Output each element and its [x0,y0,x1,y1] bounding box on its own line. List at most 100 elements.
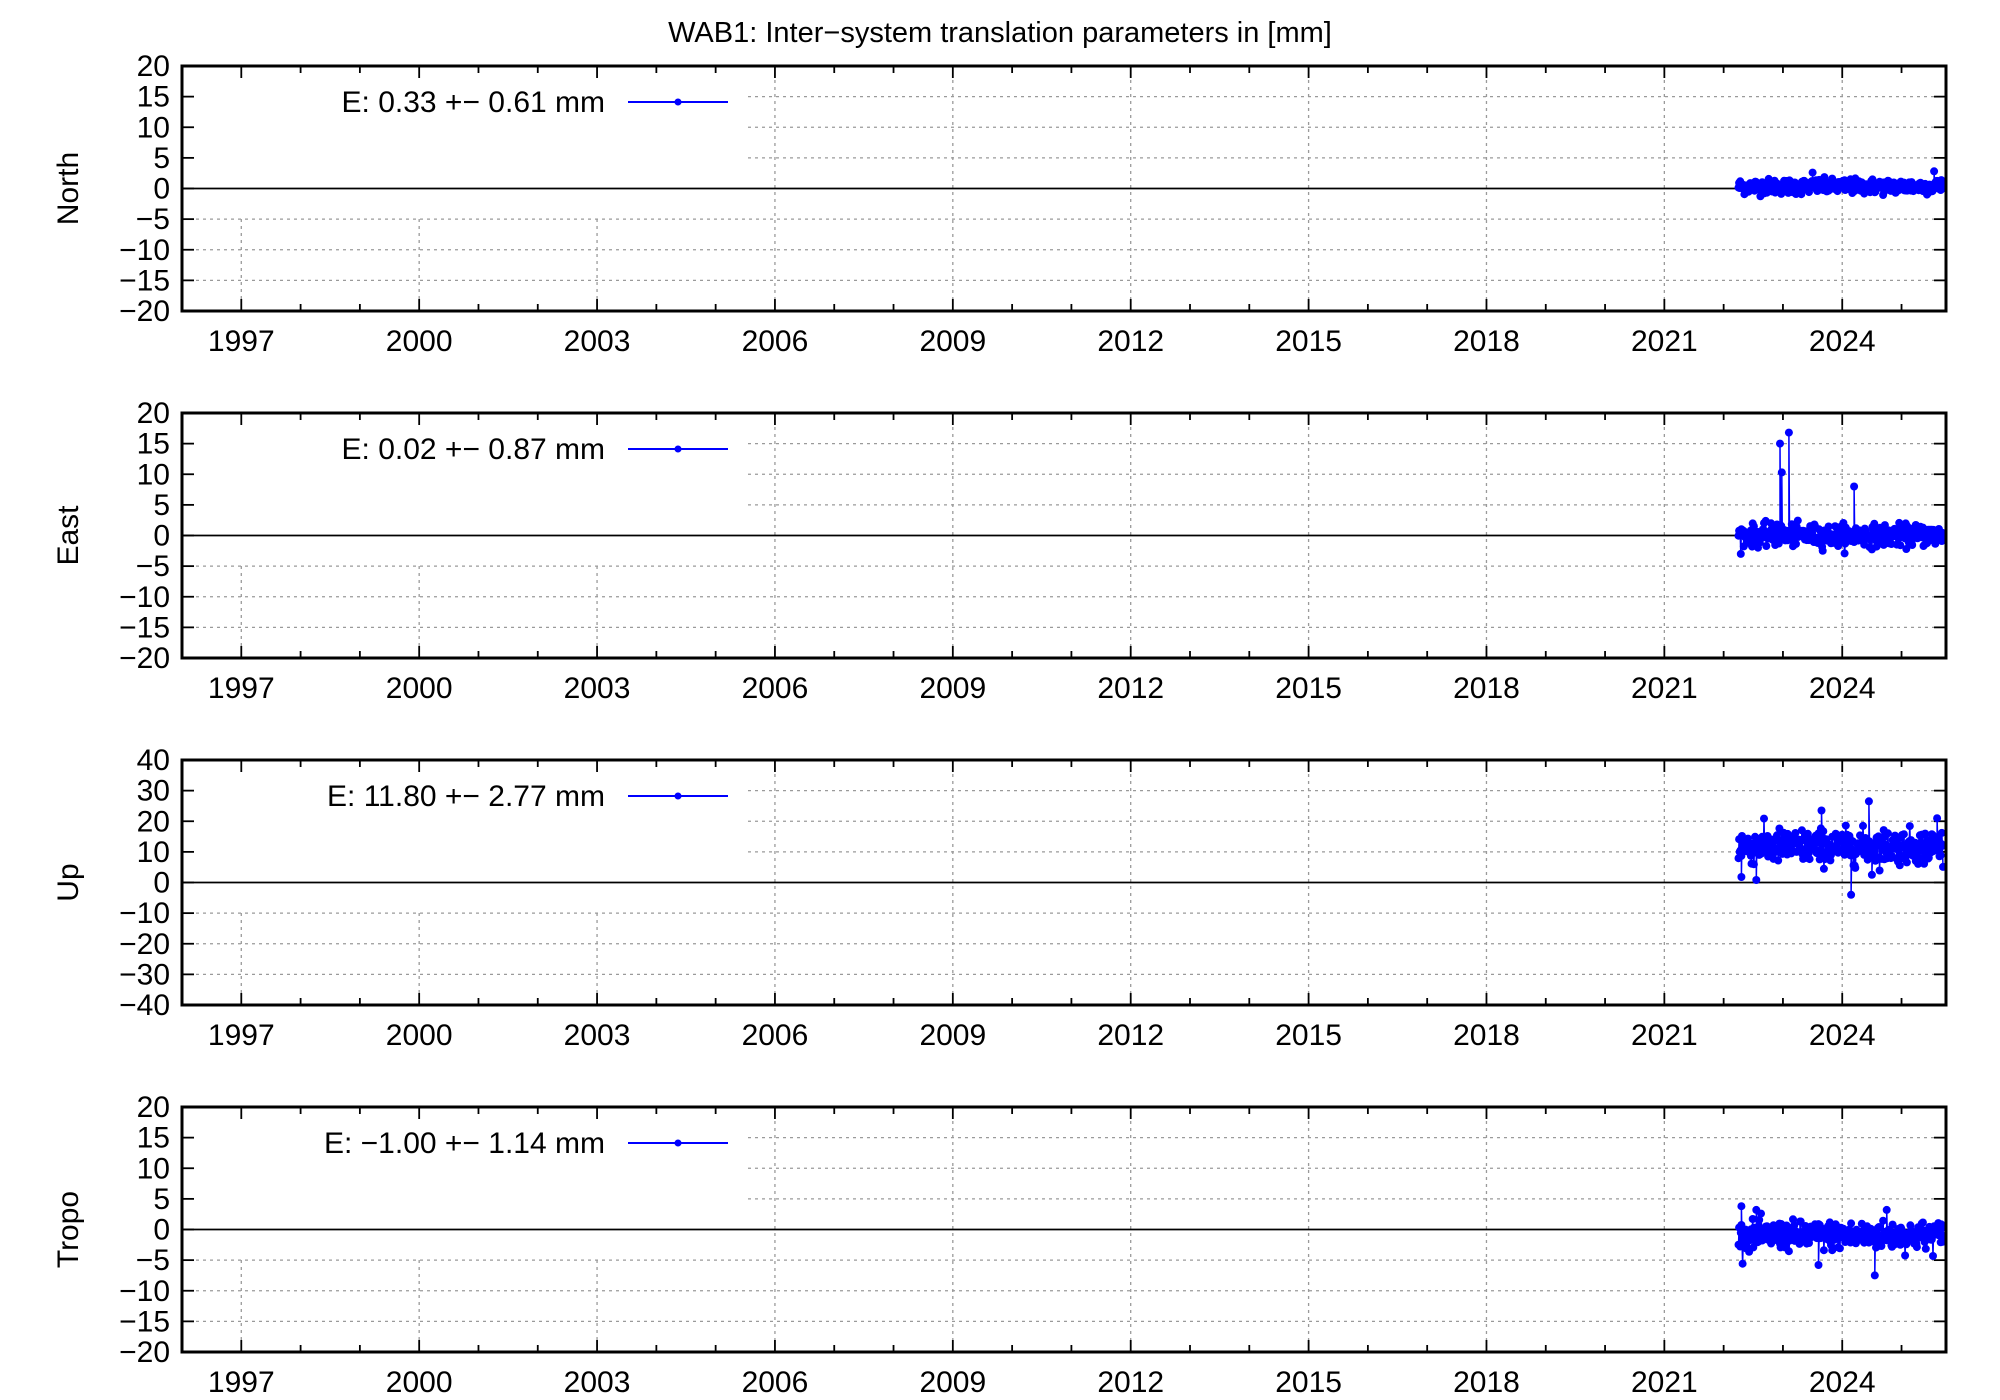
legend-text: E: 0.02 +− 0.87 mm [342,433,605,466]
data-point [1760,814,1768,823]
x-tick-label: 2000 [386,325,453,358]
x-tick-label: 2000 [386,1366,453,1399]
x-tick-label: 2009 [919,325,986,358]
y-tick-label: −15 [119,1305,170,1338]
data-point [1902,858,1911,867]
y-tick-label: 10 [137,1152,170,1185]
x-tick-label: 2000 [386,1019,453,1052]
plot-frame [180,758,1948,1007]
data-point [1835,1244,1844,1253]
legend-text: E: 11.80 +− 2.77 mm [327,780,605,813]
x-tick-label: 2024 [1809,325,1876,358]
data-point [1789,1215,1797,1224]
y-tick-label: −40 [119,989,170,1022]
x-tick-label: 2006 [742,1019,809,1052]
data-point [1746,851,1755,860]
data-point [1755,1215,1764,1224]
x-tick-label: 2003 [564,1366,631,1399]
legend-marker [674,445,682,453]
data-point [1792,539,1800,548]
y-tick-label: −10 [119,897,170,930]
x-tick-label: 2012 [1097,672,1164,705]
data-point [1879,1216,1888,1225]
x-tick-label: 2024 [1809,672,1876,705]
data-point [1899,830,1908,839]
data-point [1752,876,1761,884]
data-point [1847,890,1856,899]
x-tick-label: 2006 [742,1366,809,1399]
data-point [1908,541,1917,549]
chart-title: WAB1: Inter−system translation parameter… [668,17,1332,49]
y-tick-label: 0 [153,1214,170,1247]
data-point [1851,863,1860,872]
x-tick-label: 1997 [208,1019,275,1052]
data-point [1877,1242,1886,1250]
y-tick-label: 5 [153,489,170,522]
x-tick-label: 2015 [1275,1366,1342,1399]
series-north [1734,167,1947,201]
data-point [1808,168,1817,177]
y-tick-label: −20 [119,1336,170,1369]
data-point [1864,797,1873,806]
data-point [1847,1219,1856,1228]
data-point [1762,542,1771,550]
data-point [1914,859,1923,868]
data-point [1870,1271,1879,1280]
y-tick-label: −20 [119,642,170,675]
data-point [1814,1261,1823,1269]
legend-marker [674,792,682,800]
x-tick-label: 2021 [1631,672,1698,705]
y-tick-label: 20 [137,805,170,838]
data-point [1776,439,1784,448]
y-tick-label: −15 [119,264,170,297]
data-point [1737,1202,1746,1211]
y-tick-label: 10 [137,458,170,491]
x-tick-label: 2024 [1809,1366,1876,1399]
x-tick-label: 2006 [742,325,809,358]
y-tick-label: 15 [137,1122,170,1155]
y-tick-label: 10 [137,836,170,869]
x-tick-label: 2012 [1097,325,1164,358]
y-tick-label: −10 [119,581,170,614]
data-point [1912,1243,1921,1252]
x-tick-label: 2021 [1631,1019,1698,1052]
x-tick-label: 2018 [1453,1019,1520,1052]
x-tick-label: 2006 [742,672,809,705]
x-tick-label: 2003 [564,672,631,705]
data-point [1938,1231,1947,1240]
x-tick-label: 2015 [1275,1019,1342,1052]
x-tick-label: 2012 [1097,1019,1164,1052]
x-tick-label: 2015 [1275,325,1342,358]
data-point [1819,864,1828,873]
y-tick-label: −20 [119,928,170,961]
data-point [1805,855,1814,864]
data-point [1921,1244,1930,1253]
y-tick-label: 0 [153,173,170,206]
data-point [1824,522,1833,531]
data-point [1930,167,1939,176]
data-point [1818,546,1827,555]
y-tick-label: 10 [137,111,170,144]
x-tick-label: 1997 [208,1366,275,1399]
data-point [1819,827,1828,836]
data-point [1744,834,1752,843]
data-point [1817,806,1826,815]
y-tick-label: −10 [119,1275,170,1308]
data-point [1937,828,1946,837]
data-point [1902,545,1911,553]
data-point [1784,1247,1793,1256]
data-point [1841,821,1850,830]
y-axis-label: Up [52,863,85,901]
data-point [1793,516,1802,525]
x-tick-label: 2009 [919,1366,986,1399]
y-tick-label: 15 [137,81,170,114]
legend-text: E: −1.00 +− 1.14 mm [324,1127,605,1160]
y-tick-label: −10 [119,234,170,267]
legend-marker [674,1139,682,1147]
data-point [1875,1223,1883,1231]
data-point [1918,1218,1927,1227]
series-up [1734,797,1947,899]
